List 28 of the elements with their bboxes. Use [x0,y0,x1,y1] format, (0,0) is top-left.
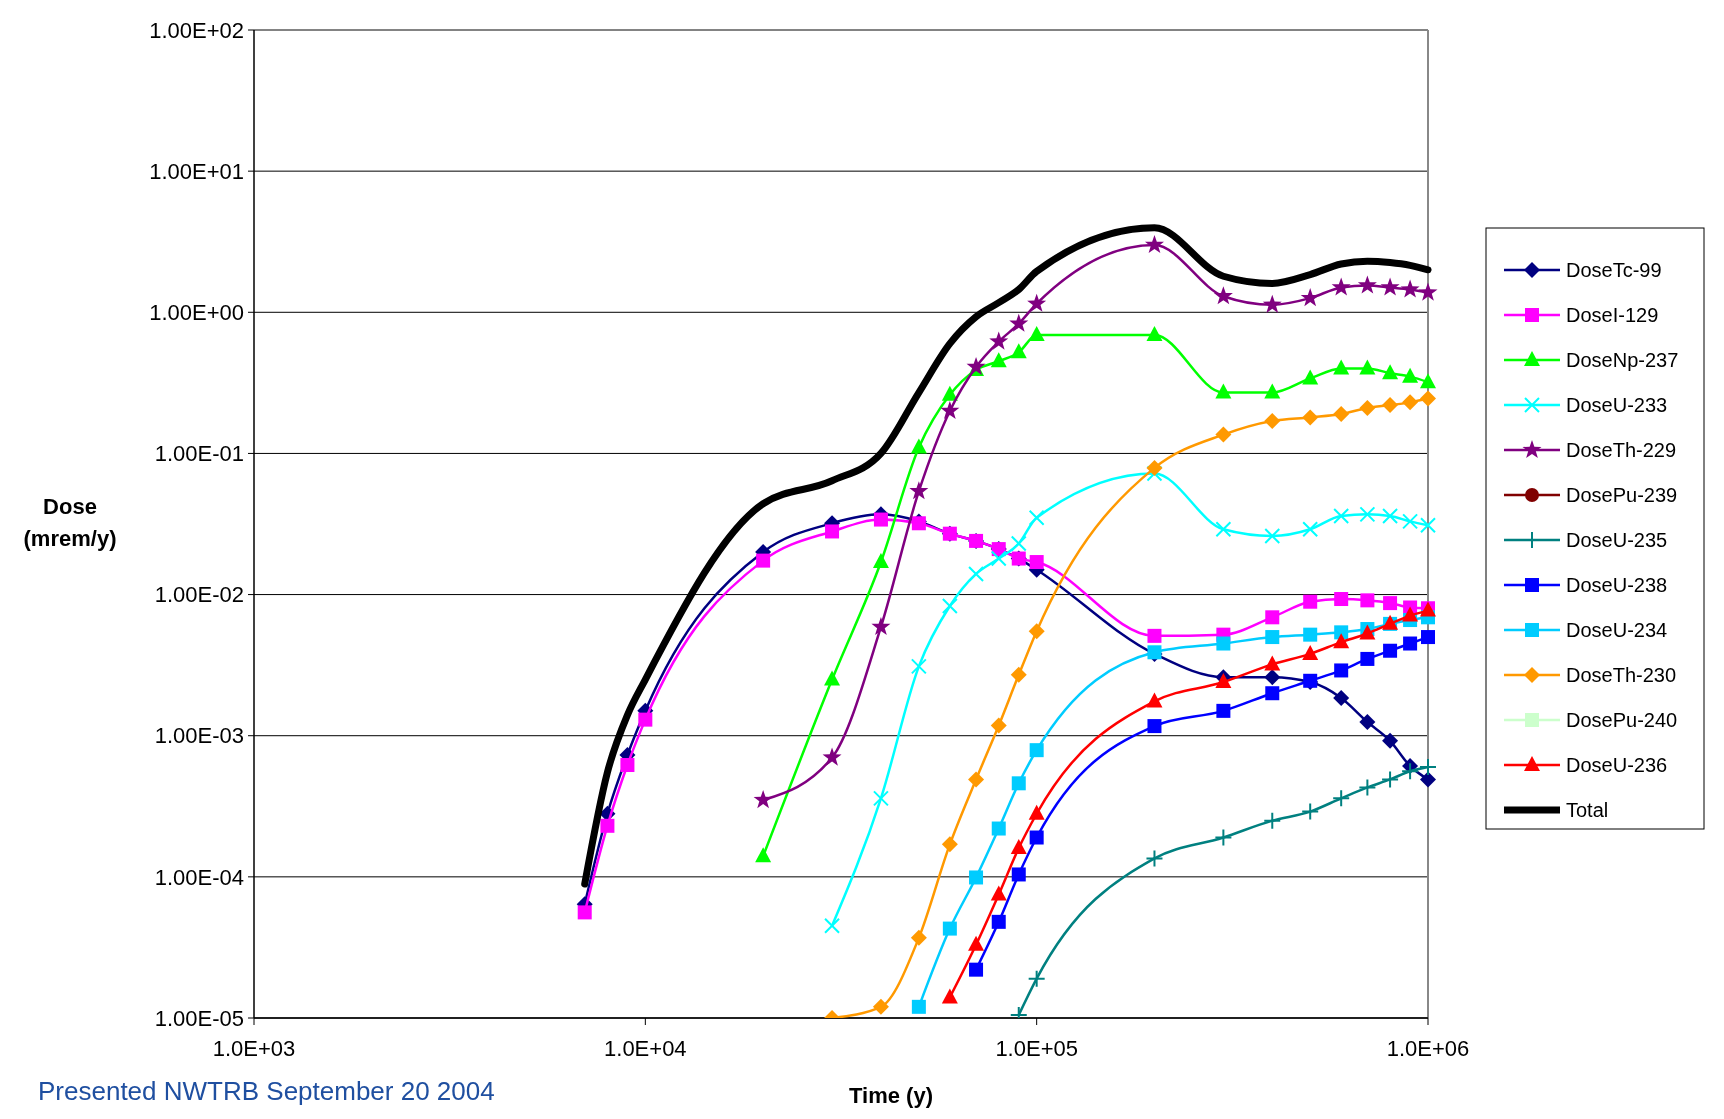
y-tick-label: 1.00E-02 [154,582,244,608]
x-axis-title: Time (y) [849,1083,933,1108]
y-tick-label: 1.00E-03 [154,723,244,749]
legend-label: DoseTh-229 [1566,439,1677,461]
y-tick-label: 1.00E+02 [149,17,244,43]
y-tick-label: 1.00E-01 [154,441,244,467]
legend-label: DoseI-129 [1566,304,1659,326]
legend-label: DoseU-236 [1566,754,1668,776]
x-tick-label: 1.0E+03 [212,1036,296,1061]
y-tick-label: 1.00E+01 [149,158,244,184]
x-tick-label: 1.0E+05 [995,1036,1078,1061]
legend-label: DoseU-235 [1566,529,1668,551]
y-tick-label: 1.00E+00 [149,299,244,325]
legend-label: DoseU-234 [1566,619,1668,641]
text: Presented NWTRB September 20 2004 [38,1076,495,1106]
legend-label: DoseTc-99 [1566,259,1662,281]
legend-label: DoseU-233 [1566,394,1668,416]
legend-label: Total [1566,799,1609,821]
x-tick-label: 1.0E+06 [1386,1036,1470,1061]
y-tick-label: 1.00E-05 [154,1005,244,1031]
y-axis-title: Dose (mrem/y) [23,494,117,551]
y-tick-label: 1.00E-04 [154,864,244,890]
legend-label: DosePu-239 [1566,484,1678,506]
legend-label: DosePu-240 [1566,709,1678,731]
legend-label: DoseU-238 [1566,574,1668,596]
legend-label: DoseTh-230 [1566,664,1677,686]
legend-label: DoseNp-237 [1566,349,1679,371]
x-tick-label: 1.0E+04 [604,1036,687,1061]
